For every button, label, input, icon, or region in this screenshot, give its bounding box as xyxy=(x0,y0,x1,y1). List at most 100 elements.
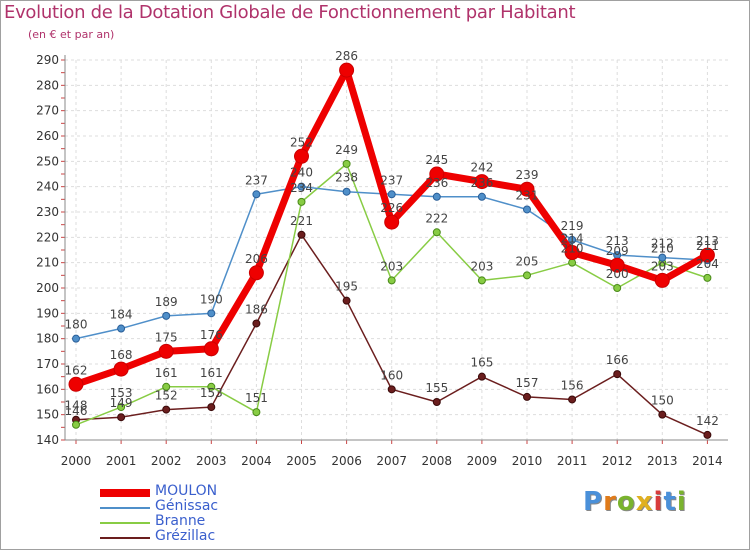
data-point-moulon xyxy=(339,62,355,78)
data-point-grezillac xyxy=(162,405,171,414)
data-point-genissac xyxy=(477,192,486,201)
data-label-moulon: 286 xyxy=(335,49,358,63)
y-tick-label: 270 xyxy=(36,104,59,118)
y-tick-label: 200 xyxy=(36,281,59,295)
data-label-moulon: 175 xyxy=(155,330,178,344)
data-label-genissac: 211 xyxy=(696,239,719,253)
data-label-grezillac: 221 xyxy=(290,214,313,228)
y-tick-label: 220 xyxy=(36,230,59,244)
legend-swatch-moulon xyxy=(100,489,150,497)
data-point-genissac xyxy=(72,334,80,343)
data-label-grezillac: 153 xyxy=(200,386,223,400)
y-tick-label: 280 xyxy=(36,78,59,92)
data-point-moulon xyxy=(519,181,535,197)
data-label-grezillac: 142 xyxy=(696,414,719,428)
data-label-genissac: 238 xyxy=(335,171,358,185)
data-point-branne xyxy=(703,273,712,282)
logo-letter: o xyxy=(616,487,636,517)
data-point-moulon xyxy=(564,245,580,261)
y-tick-label: 240 xyxy=(36,180,59,194)
x-tick-label: 2009 xyxy=(467,454,498,468)
data-label-moulon: 214 xyxy=(561,232,584,246)
y-tick-label: 180 xyxy=(36,332,59,346)
data-label-branne: 203 xyxy=(470,259,493,273)
data-point-branne xyxy=(477,276,486,285)
data-point-grezillac xyxy=(252,319,261,328)
y-tick-label: 160 xyxy=(36,382,59,396)
data-point-branne xyxy=(387,276,396,285)
legend-item-grezillac: Grézillac xyxy=(100,528,320,546)
data-label-genissac: 240 xyxy=(290,166,313,180)
data-label-genissac: 184 xyxy=(110,308,133,322)
y-tick-label: 210 xyxy=(36,256,59,270)
x-tick-label: 2003 xyxy=(196,454,227,468)
data-point-moulon xyxy=(158,343,174,359)
data-point-moulon xyxy=(609,257,625,273)
y-tick-label: 260 xyxy=(36,129,59,143)
data-label-branne: 234 xyxy=(290,181,313,195)
data-point-moulon xyxy=(113,361,129,377)
data-label-genissac: 190 xyxy=(200,292,223,306)
data-point-grezillac xyxy=(207,403,216,412)
data-point-genissac xyxy=(568,235,577,244)
legend-item-genissac: Génissac xyxy=(100,498,320,516)
legend-swatch-grezillac xyxy=(100,537,150,539)
data-point-branne xyxy=(252,408,261,417)
data-label-moulon: 213 xyxy=(696,234,719,248)
data-label-moulon: 203 xyxy=(651,259,674,273)
legend-label-genissac: Génissac xyxy=(155,498,219,514)
data-point-moulon xyxy=(68,376,84,392)
proxiti-logo: Proxiti xyxy=(583,487,687,517)
data-label-branne: 153 xyxy=(110,386,133,400)
data-point-moulon xyxy=(203,341,219,357)
data-label-grezillac: 149 xyxy=(110,396,133,410)
data-point-grezillac xyxy=(297,230,306,239)
data-label-moulon: 209 xyxy=(606,244,629,258)
data-point-branne xyxy=(568,258,577,267)
x-tick-label: 2005 xyxy=(286,454,317,468)
data-point-moulon xyxy=(294,148,309,164)
x-tick-label: 2001 xyxy=(106,454,137,468)
data-point-branne xyxy=(342,159,351,168)
y-tick-label: 170 xyxy=(36,357,59,371)
data-label-grezillac: 148 xyxy=(65,399,88,413)
data-point-genissac xyxy=(342,187,351,196)
data-point-genissac xyxy=(523,205,531,214)
data-label-moulon: 226 xyxy=(380,201,403,215)
data-label-genissac: 212 xyxy=(651,237,674,251)
data-point-grezillac xyxy=(342,296,351,305)
data-label-grezillac: 156 xyxy=(561,378,584,392)
data-label-genissac: 180 xyxy=(65,318,88,332)
data-label-branne: 210 xyxy=(651,242,674,256)
data-label-genissac: 219 xyxy=(561,219,584,233)
data-point-grezillac xyxy=(117,413,126,422)
x-tick-label: 2006 xyxy=(331,454,362,468)
legend-label-grezillac: Grézillac xyxy=(155,528,216,544)
data-point-genissac xyxy=(387,190,396,199)
data-point-moulon xyxy=(699,247,715,263)
data-label-genissac: 213 xyxy=(606,234,629,248)
y-tick-label: 150 xyxy=(36,408,59,422)
data-label-branne: 205 xyxy=(516,254,539,268)
data-label-branne: 200 xyxy=(606,267,629,281)
y-tick-label: 290 xyxy=(36,53,59,67)
legend-item-branne: Branne xyxy=(100,513,320,531)
x-tick-label: 2002 xyxy=(151,454,182,468)
data-label-branne: 222 xyxy=(425,211,448,225)
data-point-grezillac xyxy=(523,392,531,401)
data-label-grezillac: 160 xyxy=(380,368,403,382)
x-tick-label: 2010 xyxy=(512,454,543,468)
y-tick-label: 190 xyxy=(36,306,59,320)
data-point-grezillac xyxy=(387,385,396,394)
x-tick-label: 2007 xyxy=(376,454,407,468)
data-label-genissac: 237 xyxy=(245,173,268,187)
data-label-moulon: 252 xyxy=(290,135,313,149)
data-label-grezillac: 165 xyxy=(470,356,493,370)
data-label-branne: 146 xyxy=(65,404,88,418)
data-point-genissac xyxy=(297,182,306,191)
data-label-moulon: 242 xyxy=(470,161,493,175)
data-point-grezillac xyxy=(658,410,667,419)
x-tick-label: 2014 xyxy=(692,454,723,468)
data-label-moulon: 245 xyxy=(425,153,448,167)
